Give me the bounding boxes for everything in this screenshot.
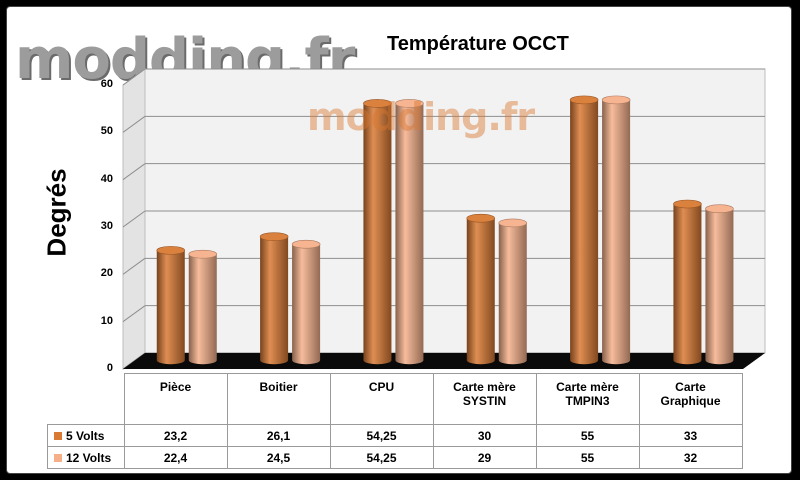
bar-top	[188, 249, 218, 259]
y-tick-label: 10	[100, 314, 113, 327]
bar-top	[569, 95, 599, 105]
y-tick-label: 60	[100, 78, 113, 90]
bar-top	[259, 232, 289, 241]
bar-5v	[156, 250, 185, 365]
data-label: 55	[535, 424, 640, 447]
data-table: Pièce Boitier CPU Carte mère SYSTIN Carte mèr…	[47, 373, 743, 469]
gridline-side	[122, 210, 146, 228]
y-tick-label: 40	[100, 172, 113, 185]
data-label: 26,1	[226, 424, 331, 447]
gridline-side	[122, 257, 146, 275]
bar-12v	[395, 103, 424, 365]
bar-top	[466, 213, 496, 223]
data-label: 24,5	[226, 446, 331, 469]
category-label: Carte Graphique	[638, 373, 743, 425]
bar-top	[291, 239, 321, 249]
legend-swatch	[54, 454, 62, 463]
series-legend: 5 Volts	[47, 424, 125, 447]
chart-plot	[122, 68, 766, 370]
bar-12v	[292, 244, 321, 365]
bar-top	[156, 246, 186, 255]
table-row: 5 Volts 23,2 26,1 54,25 30 55 33	[47, 424, 743, 447]
data-label: 32	[638, 446, 743, 469]
chart-title: Température OCCT	[387, 33, 569, 55]
y-tick-label: 0	[106, 362, 113, 374]
bar-5v	[673, 204, 702, 365]
bar-top	[498, 218, 528, 228]
category-label: Carte mère TMPIN3	[535, 373, 640, 425]
bar-top	[395, 99, 424, 108]
bar-5v	[570, 99, 599, 365]
category-label: Pièce	[123, 373, 228, 425]
legend-swatch	[54, 432, 62, 441]
bar-5v	[466, 218, 495, 365]
table-corner	[47, 373, 125, 425]
category-label: Boitier	[226, 373, 331, 425]
bar-top	[601, 95, 631, 105]
bar-5v	[260, 236, 289, 365]
data-label: 55	[535, 446, 640, 469]
y-tick-label: 20	[100, 267, 113, 280]
category-label: Carte mère SYSTIN	[432, 373, 537, 425]
bar-5v	[363, 103, 392, 365]
data-label: 22,4	[123, 446, 228, 469]
gridline-side	[122, 115, 146, 133]
gridline-side	[122, 163, 146, 181]
y-tick-label: 30	[100, 220, 113, 232]
chart-frame: modding.fr modding.fr Température OCCT D…	[6, 6, 792, 474]
gridline-side	[122, 68, 146, 86]
bar-12v	[498, 222, 527, 365]
data-label: 54,25	[329, 424, 434, 447]
y-axis-label: Degrés	[41, 168, 72, 257]
plot-floor	[123, 353, 765, 369]
gridline-side	[122, 305, 146, 323]
data-label: 23,2	[123, 424, 228, 447]
bar-top	[673, 199, 702, 209]
data-label: 54,25	[329, 446, 434, 469]
bar-top	[363, 99, 392, 108]
bar-12v	[602, 99, 631, 365]
bar-top	[705, 204, 734, 214]
data-label: 33	[638, 424, 743, 447]
data-label: 29	[432, 446, 537, 469]
bar-12v	[705, 208, 734, 365]
category-label: CPU	[329, 373, 434, 425]
bar-12v	[188, 254, 217, 365]
series-legend: 12 Volts	[47, 446, 125, 469]
data-label: 30	[432, 424, 537, 447]
y-tick-label: 50	[100, 125, 113, 138]
table-row: 12 Volts 22,4 24,5 54,25 29 55 32	[47, 446, 743, 469]
